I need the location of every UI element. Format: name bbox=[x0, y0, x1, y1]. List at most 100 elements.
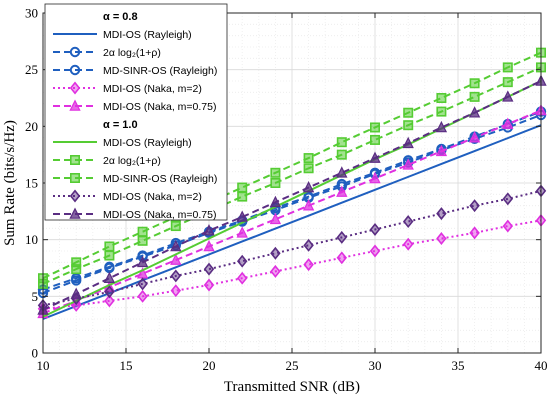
legend-marker-4 bbox=[69, 99, 81, 111]
series-layer bbox=[37, 47, 547, 320]
data-point-s9-1 bbox=[70, 287, 82, 299]
legend-label-1: 2α log₂(1+ρ) bbox=[103, 47, 161, 59]
data-point-s8-13 bbox=[469, 199, 480, 213]
data-point-s6-8 bbox=[303, 153, 314, 164]
data-point-s6-7 bbox=[270, 167, 281, 178]
x-tick-label: 15 bbox=[120, 358, 133, 373]
data-point-s9-3 bbox=[136, 255, 149, 268]
data-point-s4-14 bbox=[502, 117, 514, 129]
data-point-s8-14 bbox=[502, 192, 514, 206]
data-point-s9-14 bbox=[502, 90, 514, 102]
data-point-s3-13 bbox=[469, 226, 480, 240]
data-point-s9-6 bbox=[236, 210, 248, 222]
data-point-s2-2 bbox=[104, 261, 115, 273]
x-tick-label: 40 bbox=[535, 358, 548, 373]
data-point-s6-14 bbox=[502, 62, 513, 73]
x-tick-label: 10 bbox=[37, 358, 50, 373]
data-point-s4-8 bbox=[302, 199, 315, 211]
data-point-s6-6 bbox=[237, 182, 248, 193]
data-point-s6-12 bbox=[436, 93, 447, 104]
data-point-s8-9 bbox=[336, 230, 348, 244]
data-point-s8-10 bbox=[369, 222, 381, 236]
data-point-s3-7 bbox=[270, 264, 281, 278]
data-point-s7-3 bbox=[137, 235, 148, 246]
data-point-s7-9 bbox=[336, 149, 347, 160]
series-line-3 bbox=[42, 219, 542, 310]
data-point-s3-11 bbox=[402, 237, 414, 251]
legend-label-5: MDI-OS (Rayleigh) bbox=[103, 137, 192, 149]
series-9 bbox=[37, 74, 547, 315]
data-point-s6-11 bbox=[403, 107, 414, 118]
data-point-s9-12 bbox=[435, 120, 448, 133]
series-line-9 bbox=[42, 80, 542, 311]
data-point-s9-8 bbox=[302, 180, 315, 193]
data-point-s7-6 bbox=[237, 191, 248, 202]
series-6 bbox=[37, 47, 546, 284]
series-line-6 bbox=[42, 51, 542, 280]
data-point-s7-14 bbox=[502, 77, 513, 88]
data-point-s4-10 bbox=[369, 171, 381, 184]
data-point-s8-2 bbox=[104, 285, 115, 299]
data-point-s3-3 bbox=[137, 289, 148, 303]
x-tick-label: 30 bbox=[369, 358, 382, 373]
axes: 10 15 20 25 30 35 40 0 5 10 15 20 25 30 bbox=[25, 6, 548, 374]
data-point-s6-10 bbox=[369, 122, 380, 133]
legend-label-6: 2α log₂(1+ρ) bbox=[103, 155, 161, 167]
data-point-s7-2 bbox=[104, 250, 115, 261]
legend-heading-1: α = 1.0 bbox=[103, 119, 138, 131]
series-line-4 bbox=[42, 109, 542, 315]
data-point-s8-6 bbox=[236, 254, 248, 268]
data-point-s3-9 bbox=[336, 251, 348, 265]
legend: α = 0.8 MDI-OS (Rayleigh) 2α log₂(1+ρ) MD-S… bbox=[44, 3, 228, 221]
x-tick-label: 35 bbox=[452, 358, 465, 373]
data-point-s9-11 bbox=[402, 136, 414, 149]
data-point-s3-10 bbox=[369, 244, 381, 258]
data-point-s4-13 bbox=[468, 131, 481, 143]
x-tick-label: 20 bbox=[203, 358, 216, 373]
data-point-s6-13 bbox=[469, 78, 480, 89]
legend-marker-7 bbox=[70, 173, 81, 184]
y-tick-label: 30 bbox=[25, 6, 38, 21]
legend-marker-8 bbox=[69, 189, 81, 203]
data-point-s4-9 bbox=[336, 185, 348, 197]
data-point-s3-4 bbox=[170, 284, 182, 298]
data-point-s3-12 bbox=[436, 232, 447, 246]
data-point-s7-12 bbox=[436, 106, 447, 117]
data-point-s9-7 bbox=[269, 195, 282, 208]
legend-label-0: MDI-OS (Rayleigh) bbox=[103, 29, 192, 41]
data-point-s9-4 bbox=[170, 239, 182, 252]
data-point-s7-7 bbox=[270, 178, 281, 189]
legend-label-3: MDI-OS (Naka, m=2) bbox=[103, 83, 202, 95]
data-point-s3-14 bbox=[502, 219, 514, 233]
data-point-s8-3 bbox=[137, 277, 148, 291]
data-point-s3-2 bbox=[104, 294, 115, 308]
data-point-s8-12 bbox=[436, 207, 447, 221]
x-axis-label: Transmitted SNR (dB) bbox=[224, 379, 360, 395]
legend-box bbox=[44, 3, 228, 221]
legend-label-8: MDI-OS (Naka, m=2) bbox=[103, 191, 202, 203]
data-point-s7-8 bbox=[303, 163, 314, 174]
series-line-7 bbox=[42, 66, 542, 285]
data-point-s8-7 bbox=[270, 246, 281, 260]
y-axis-label: Sum Rate (bits/s/Hz) bbox=[2, 120, 18, 246]
data-point-s8-5 bbox=[203, 262, 215, 276]
data-point-s4-5 bbox=[203, 239, 215, 252]
data-point-s8-8 bbox=[303, 238, 314, 252]
data-point-s4-7 bbox=[269, 212, 282, 225]
data-point-s9-2 bbox=[103, 271, 116, 283]
legend-marker-2 bbox=[69, 64, 81, 76]
data-point-s3-8 bbox=[303, 258, 314, 272]
series-line-0 bbox=[42, 124, 542, 320]
y-tick-label: 10 bbox=[25, 232, 38, 247]
series-line-8 bbox=[42, 189, 542, 307]
y-tick-label: 15 bbox=[25, 176, 38, 191]
legend-label-2: MD-SINR-OS (Rayleigh) bbox=[103, 65, 217, 77]
data-point-s9-13 bbox=[468, 106, 481, 118]
y-tick-label: 20 bbox=[25, 119, 38, 134]
series-8 bbox=[37, 184, 547, 312]
data-point-s7-1 bbox=[71, 264, 82, 275]
data-point-s7-11 bbox=[403, 120, 414, 131]
data-point-s4-11 bbox=[402, 158, 414, 170]
